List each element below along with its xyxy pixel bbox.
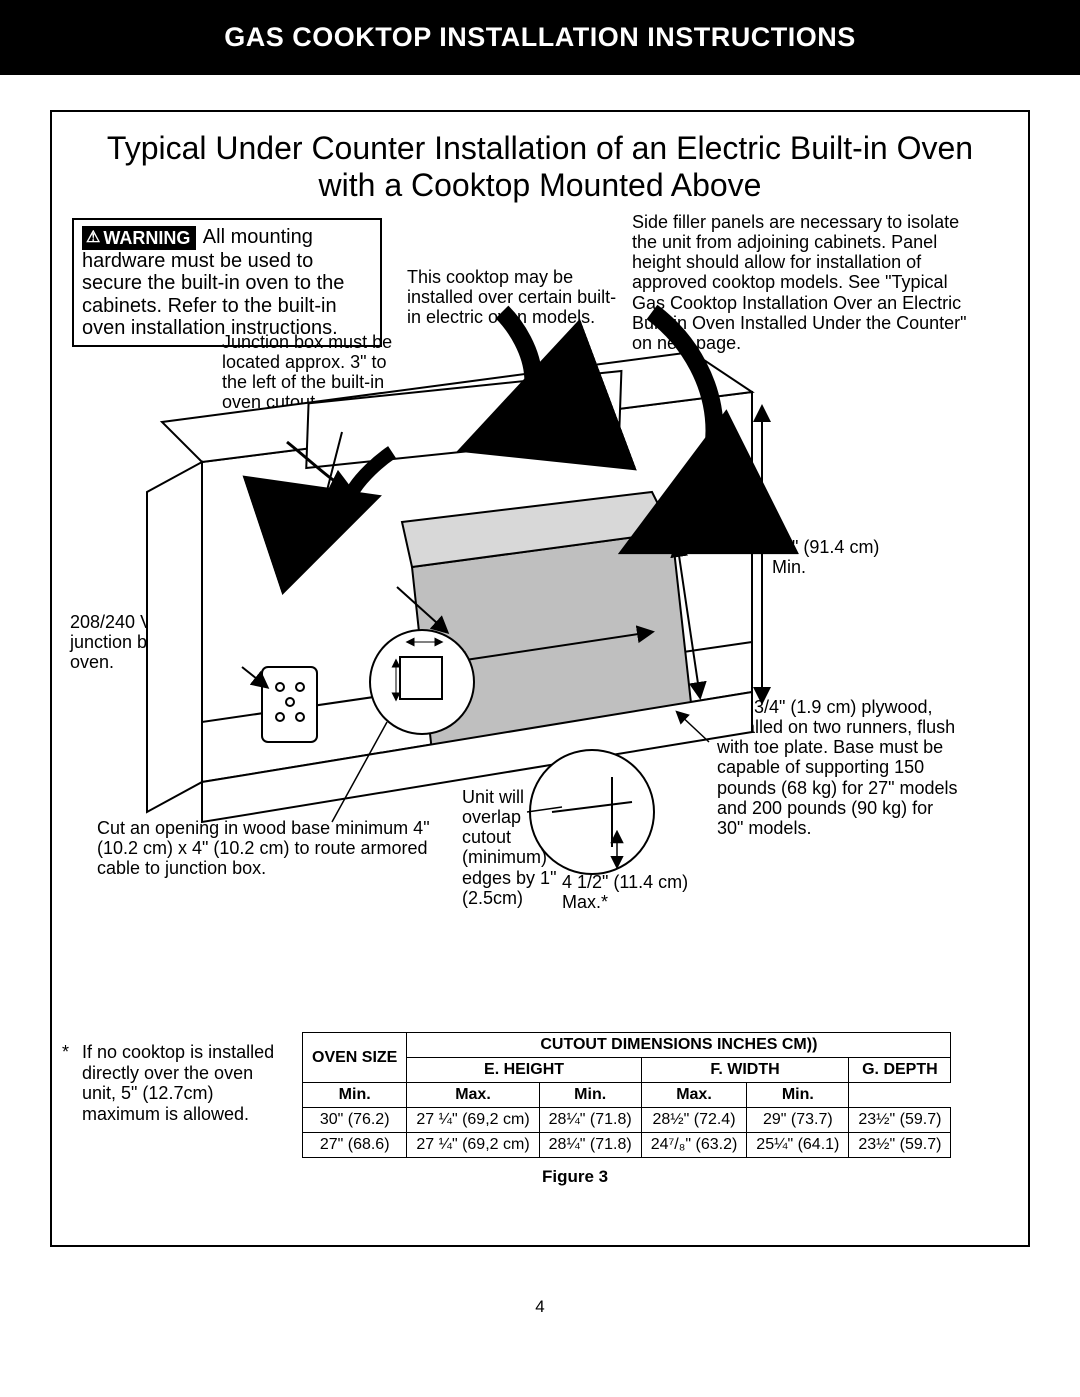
cell: 27 ¼" (69,2 cm) bbox=[407, 1133, 539, 1158]
cell: 30" (76.2) bbox=[303, 1108, 407, 1133]
cell: 28½" (72.4) bbox=[641, 1108, 747, 1133]
cell: 29" (73.7) bbox=[747, 1108, 849, 1133]
th-f-max: Max. bbox=[641, 1083, 747, 1108]
cell: 23½" (59.7) bbox=[849, 1108, 951, 1133]
cutout-table: OVEN SIZE CUTOUT DIMENSIONS INCHES CM)) … bbox=[302, 1032, 951, 1158]
th-e-max: Max. bbox=[407, 1083, 539, 1108]
cell: 27 ¼" (69,2 cm) bbox=[407, 1108, 539, 1133]
table-row: 30" (76.2) 27 ¼" (69,2 cm) 28¼" (71.8) 2… bbox=[303, 1108, 951, 1133]
cell: 23½" (59.7) bbox=[849, 1133, 951, 1158]
th-oven-size: OVEN SIZE bbox=[303, 1033, 407, 1083]
cell: 28¼" (71.8) bbox=[539, 1108, 641, 1133]
cell: 27" (68.6) bbox=[303, 1133, 407, 1158]
page-number: 4 bbox=[535, 1297, 544, 1317]
th-g-min: Min. bbox=[747, 1083, 849, 1108]
header-bar: GAS COOKTOP INSTALLATION INSTRUCTIONS bbox=[0, 0, 1080, 75]
th-f-width: F. WIDTH bbox=[641, 1058, 849, 1083]
th-f-min: Min. bbox=[539, 1083, 641, 1108]
figure-label: Figure 3 bbox=[542, 1167, 608, 1187]
cell: 28¼" (71.8) bbox=[539, 1133, 641, 1158]
footnote-text: If no cooktop is installed directly over… bbox=[82, 1042, 274, 1124]
cell: 24⁷/₈" (63.2) bbox=[641, 1133, 747, 1158]
content-frame: Typical Under Counter Installation of an… bbox=[50, 110, 1030, 1247]
cell: 25¼" (64.1) bbox=[747, 1133, 849, 1158]
th-g-depth: G. DEPTH bbox=[849, 1058, 951, 1083]
footnote-star: * bbox=[62, 1042, 69, 1063]
th-caption: CUTOUT DIMENSIONS INCHES CM)) bbox=[407, 1033, 951, 1058]
footnote: * If no cooktop is installed directly ov… bbox=[82, 1042, 287, 1125]
th-e-height: E. HEIGHT bbox=[407, 1058, 641, 1083]
th-e-min: Min. bbox=[303, 1083, 407, 1108]
installation-diagram bbox=[52, 112, 992, 1012]
table-row: 27" (68.6) 27 ¼" (69,2 cm) 28¼" (71.8) 2… bbox=[303, 1133, 951, 1158]
